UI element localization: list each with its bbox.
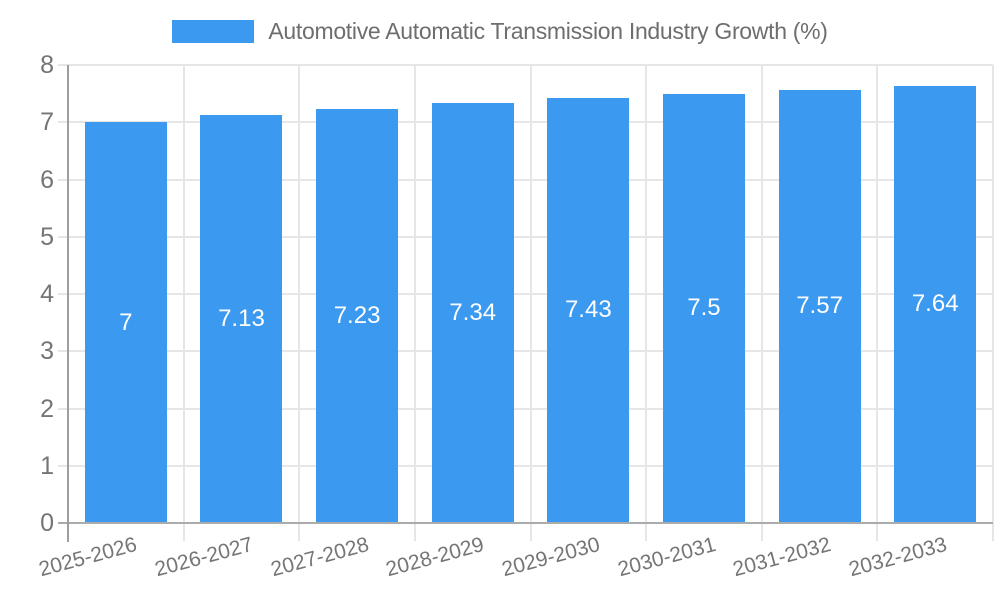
bar-value-label: 7.34 [449,298,497,326]
gridline-horizontal [58,464,993,467]
y-axis-tick-label: 4 [40,280,54,308]
x-axis-line [58,522,993,524]
bar-value-label: 7.64 [911,290,959,318]
chart-legend: Automotive Automatic Transmission Indust… [0,18,1000,45]
bar-value-label: 7.57 [796,292,843,320]
bar-2027-2028 [316,109,399,523]
x-axis-tick-label: 2031-2032 [730,533,834,582]
x-axis-tick-label: 2032-2033 [846,533,950,582]
y-axis-tick-label: 8 [40,51,54,79]
gridline-vertical [529,65,532,541]
x-axis-tick-label: 2027-2028 [268,533,372,582]
gridline-vertical [760,65,763,541]
x-axis-tick-label: 2029-2030 [499,533,603,582]
y-axis-tick-label: 1 [40,451,54,480]
gridline-horizontal [58,235,993,238]
gridline-horizontal [58,407,993,410]
y-axis-tick-label: 5 [40,222,54,251]
bar-2026-2027 [200,114,283,523]
bar-value-label: 7 [119,308,133,336]
gridline-vertical [876,65,879,541]
x-axis-tick-label: 2028-2029 [383,533,487,582]
bar-2031-2032 [778,89,861,523]
gridline-vertical [992,65,994,541]
gridline-vertical [298,65,301,541]
gridline-horizontal [58,121,993,124]
y-axis-tick-label: 0 [40,509,54,537]
gridline-vertical [645,65,648,541]
bar-2025-2026 [84,122,167,523]
gridline-horizontal [58,178,993,181]
gridline-horizontal [58,64,993,66]
x-axis-tick-label: 2025-2026 [36,533,140,582]
gridline-vertical [413,65,416,541]
legend-series-label: Automotive Automatic Transmission Indust… [268,18,828,44]
bar-2030-2031 [662,93,745,523]
legend-color-swatch [172,20,255,43]
x-axis-tick-label: 2026-2027 [152,533,256,582]
bar-2029-2030 [547,97,630,523]
bar-value-label: 7.5 [687,294,721,322]
gridline-horizontal [58,293,993,295]
y-axis-line [67,65,69,542]
gridline-vertical [182,65,185,541]
bar-2028-2029 [431,102,514,523]
gridline-horizontal [58,350,993,353]
y-axis-tick-label: 6 [40,165,54,194]
y-axis-tick-label: 3 [40,337,54,366]
bar-value-label: 7.13 [218,304,265,332]
y-axis-tick-label: 7 [40,108,54,137]
bar-value-label: 7.23 [333,302,381,330]
x-axis-tick-label: 2030-2031 [614,533,718,582]
y-axis-tick-label: 2 [40,394,54,423]
bar-value-label: 7.43 [564,296,612,324]
bar-2032-2033 [894,85,977,523]
